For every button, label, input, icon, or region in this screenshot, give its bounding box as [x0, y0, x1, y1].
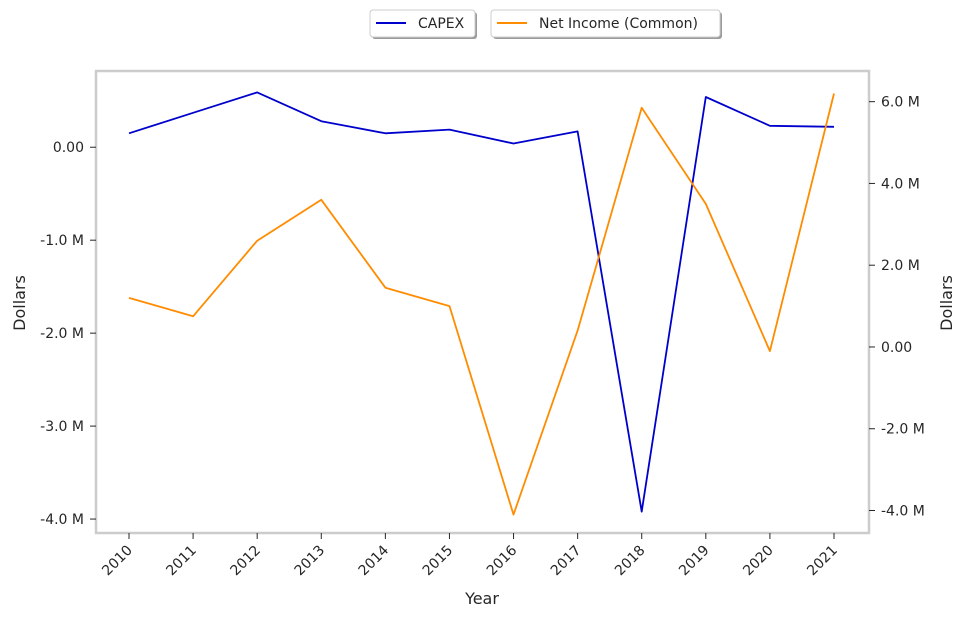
left-tick-label: -1.0 M: [40, 233, 84, 249]
x-tick-label: 2011: [163, 543, 200, 580]
series-line-net-income: [128, 93, 835, 516]
x-tick-label: 2016: [484, 542, 521, 579]
x-tick-label: 2019: [676, 543, 713, 580]
left-tick-label: -2.0 M: [40, 326, 84, 342]
legend-label: Net Income (Common): [539, 16, 698, 32]
legend-label: CAPEX: [418, 16, 465, 32]
left-axis-title: Dollars: [10, 275, 29, 331]
legend-box: [369, 9, 476, 38]
x-tick-label: 2013: [292, 543, 329, 580]
x-tick-label: 2020: [740, 543, 777, 580]
legend-item-net-income: Net Income (Common): [490, 9, 722, 39]
x-tick-label: 2010: [99, 543, 136, 580]
left-tick-label: -3.0 M: [40, 419, 84, 435]
x-tick-label: 2012: [227, 543, 264, 580]
x-tick-label: 2021: [804, 543, 841, 580]
left-tick-label: -4.0 M: [40, 512, 84, 528]
right-tick-label: -2.0 M: [881, 422, 925, 438]
left-tick-label: 0.00: [53, 140, 84, 156]
right-axis-title: Dollars: [937, 275, 956, 331]
legend: CAPEX Net Income (Common): [369, 9, 722, 39]
plot-frame: [94, 69, 871, 535]
x-tick-label: 2018: [612, 543, 649, 580]
x-tick-label: 2017: [548, 543, 585, 580]
series-line-capex: [128, 91, 835, 513]
series-layer: [128, 91, 835, 516]
legend-item-capex: CAPEX: [369, 9, 477, 39]
right-tick-label: 2.0 M: [881, 258, 920, 274]
x-axis-title: Year: [464, 589, 499, 608]
right-axis: 6.0 M 4.0 M 2.0 M 0.00 -2.0 M -4.0 M: [869, 95, 925, 520]
legend-box: [490, 9, 721, 38]
left-axis: 0.00 -1.0 M -2.0 M -3.0 M -4.0 M: [40, 140, 96, 528]
right-tick-label: -4.0 M: [881, 504, 925, 520]
right-tick-label: 6.0 M: [881, 95, 920, 111]
x-tick-label: 2014: [356, 542, 393, 579]
right-tick-label: 0.00: [881, 340, 912, 356]
x-axis: 2010 2011 2012 2013 2014 2015 2016 2017 2018 2019…: [99, 533, 841, 579]
right-tick-label: 4.0 M: [881, 176, 920, 192]
x-tick-label: 2015: [420, 543, 457, 580]
